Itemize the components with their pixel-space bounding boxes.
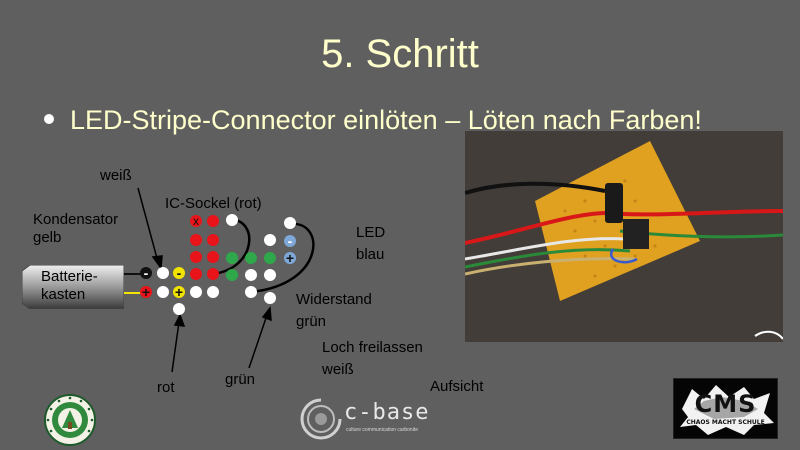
label-widerstand-line2: grün: [296, 313, 327, 330]
mark-minus-battery: -: [144, 265, 149, 281]
label-loch-line2: weiß: [322, 361, 354, 378]
bullet-text: LED-Stripe-Connector einlöten – Löten na…: [70, 105, 702, 135]
hole-red: [190, 251, 202, 263]
hole-green: [245, 252, 257, 264]
hole-white: [264, 234, 276, 246]
cms-wordmark: CMS: [694, 390, 757, 418]
battery-label-line1: Batterie-: [41, 268, 98, 285]
label-kondensator-line1: Kondensator: [33, 211, 119, 228]
club-badge-logo: [44, 394, 96, 446]
cbase-wordmark: c-base: [344, 400, 430, 425]
arrow-gruen: [248, 314, 268, 369]
arrow-weiss-head: [151, 255, 163, 271]
label-widerstand-line1: Widerstand: [296, 291, 372, 308]
hole-blue: [284, 235, 296, 247]
hole-white: [157, 267, 169, 279]
hole-white: [264, 269, 276, 281]
mark-plus-capacitor: +: [175, 284, 183, 300]
hole-red: [190, 215, 202, 227]
arrow-weiss: [137, 187, 159, 263]
arrow-gruen-head: [261, 306, 272, 322]
board-photo: [465, 131, 783, 342]
cbase-disc-icon: [300, 398, 342, 440]
label-ic-sockel: IC-Sockel (rot): [165, 195, 262, 212]
label-led: LED blau: [356, 222, 385, 266]
jumper-wire-led: [249, 222, 315, 294]
hole-green: [264, 252, 276, 264]
cms-splash-icon: [680, 385, 774, 435]
label-kondensator-line2: gelb: [33, 229, 62, 246]
hole-white: [226, 214, 238, 226]
hole-white: [245, 269, 257, 281]
label-widerstand: Widerstand grün: [296, 289, 372, 333]
hole-red: [207, 215, 219, 227]
label-kondensator: Kondensator gelb: [33, 211, 118, 247]
hole-white: [173, 303, 185, 315]
hole-red: [190, 268, 202, 280]
label-aufsicht: Aufsicht: [430, 378, 484, 395]
label-led-line2: blau: [356, 246, 385, 263]
label-loch-freilassen: Loch freilassen weiß: [322, 337, 423, 381]
hole-white: [207, 286, 219, 298]
mark-plus-battery: +: [142, 284, 150, 300]
mark-plus-led: +: [286, 250, 294, 266]
label-led-line1: LED: [356, 224, 386, 241]
label-gruen: grün: [225, 371, 256, 388]
arrow-rot: [171, 321, 180, 373]
hole-red: [140, 286, 152, 298]
hole-red: [207, 251, 219, 263]
mark-minus-capacitor: -: [177, 265, 182, 281]
slide-title: 5. Schritt: [321, 32, 479, 76]
cms-logo: CMS CHAOS MACHT SCHULE: [673, 378, 778, 439]
hole-yellow: [173, 286, 185, 298]
battery-label-line2: kasten: [41, 286, 86, 303]
hole-red: [190, 234, 202, 246]
hole-white: [264, 292, 276, 304]
battery-label: Batterie- kasten: [41, 268, 98, 304]
mark-minus-led: -: [288, 233, 293, 249]
label-weiss-top: weiß: [100, 167, 132, 184]
hole-red: [207, 234, 219, 246]
hole-white: [190, 286, 202, 298]
arrow-rot-head: [173, 313, 186, 327]
cbase-logo: c-base culture communication carbonite: [300, 398, 440, 443]
battery-box: [22, 265, 124, 309]
bullet-dot-icon: [44, 113, 54, 124]
hole-grid: [140, 214, 296, 315]
hole-white: [284, 217, 296, 229]
hole-blue: [284, 252, 296, 264]
hole-red: [207, 268, 219, 280]
hole-white: [245, 286, 257, 298]
jumper-wire-ic: [212, 218, 251, 276]
cbase-tagline: culture communication carbonite: [346, 427, 418, 433]
hole-black: [140, 267, 152, 279]
hole-white: [157, 286, 169, 298]
hole-yellow: [173, 267, 185, 279]
hole-green: [226, 269, 238, 281]
mark-x-ic-pin1: x: [193, 214, 199, 228]
cms-tagline: CHAOS MACHT SCHULE: [686, 419, 765, 426]
hole-green: [226, 252, 238, 264]
bullet-item: LED-Stripe-Connector einlöten – Löten na…: [44, 105, 702, 136]
label-loch-line1: Loch freilassen: [322, 339, 423, 356]
label-rot: rot: [157, 379, 175, 396]
